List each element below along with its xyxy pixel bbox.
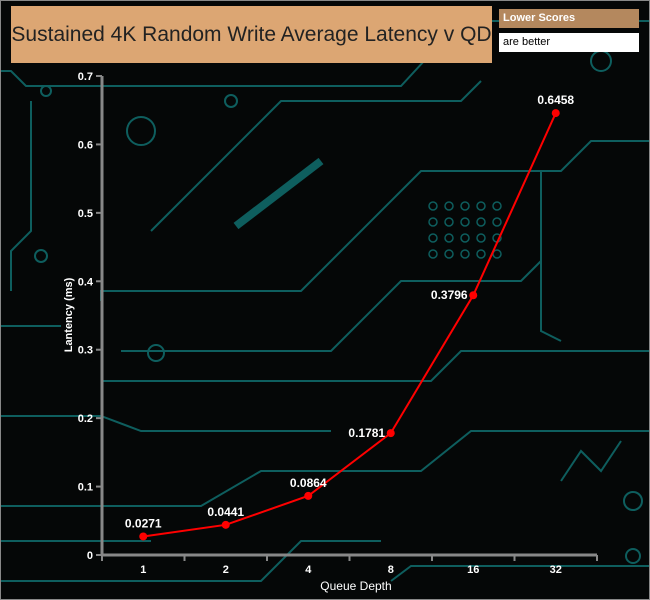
chart-title: Sustained 4K Random Write Average Latenc… (11, 6, 492, 63)
y-tick-label: 0.4 (78, 276, 94, 288)
circuit-pad (460, 249, 470, 259)
circuit-trace (560, 440, 622, 482)
circuit-pad (428, 217, 438, 227)
y-tick-label: 0.3 (78, 345, 93, 357)
circuit-pad (460, 217, 470, 227)
circuit-pad (460, 233, 470, 243)
circuit-pad (476, 201, 486, 211)
circuit-pad (224, 94, 238, 108)
circuit-pad (444, 217, 454, 227)
circuit-trace (540, 171, 562, 342)
y-axis-label: Lantency (ms) (63, 277, 75, 352)
circuit-pad (492, 201, 502, 211)
y-tick-label: 0.2 (78, 413, 93, 425)
circuit-trace (101, 350, 649, 382)
circuit-trace (121, 260, 542, 352)
circuit-pad (428, 249, 438, 259)
circuit-pad (625, 548, 641, 564)
data-label: 0.0864 (290, 476, 327, 490)
data-point (304, 491, 313, 500)
circuit-pad (444, 233, 454, 243)
circuit-trace (1, 415, 331, 432)
circuit-trace (10, 101, 32, 291)
x-tick-label: 16 (467, 564, 479, 576)
data-point (139, 532, 148, 541)
circuit-trace (150, 80, 482, 232)
data-point (386, 429, 395, 438)
circuit-pad (34, 249, 48, 263)
circuit-pad (623, 491, 643, 511)
circuit-pad (444, 201, 454, 211)
note-are-better: are better (499, 33, 639, 52)
circuit-pad (460, 201, 470, 211)
x-tick-label: 1 (140, 564, 146, 576)
circuit-pad (444, 249, 454, 259)
series-line (143, 112, 557, 538)
data-label: 0.6458 (537, 93, 574, 107)
x-tick-label: 8 (388, 564, 394, 576)
y-tick-label: 0.7 (78, 71, 93, 83)
circuit-pad (428, 201, 438, 211)
data-point (551, 109, 560, 118)
y-tick-label: 0.6 (78, 139, 93, 151)
circuit-trace (390, 565, 649, 582)
circuit-pad (492, 217, 502, 227)
circuit-trace (233, 157, 324, 230)
y-tick-label: 0 (87, 550, 93, 562)
circuit-pad (147, 344, 165, 362)
data-label: 0.0271 (125, 516, 162, 530)
data-label: 0.3796 (431, 288, 468, 302)
x-tick-label: 32 (550, 564, 562, 576)
data-label: 0.1781 (348, 426, 385, 440)
circuit-pad (476, 249, 486, 259)
data-point (469, 291, 478, 300)
note-lower-scores: Lower Scores (499, 9, 639, 28)
x-tick-label: 2 (223, 564, 229, 576)
circuit-pad (428, 233, 438, 243)
circuit-pad (476, 217, 486, 227)
circuit-pad (476, 233, 486, 243)
data-label: 0.0441 (207, 505, 244, 519)
circuit-trace (1, 540, 381, 582)
circuit-pad (126, 116, 156, 146)
data-point (221, 520, 230, 529)
x-axis-label: Queue Depth (320, 579, 391, 593)
circuit-trace (1, 20, 649, 87)
circuit-pad (40, 85, 52, 97)
y-tick-label: 0.5 (78, 208, 93, 220)
x-tick-label: 4 (305, 564, 312, 576)
y-tick-label: 0.1 (78, 482, 93, 494)
